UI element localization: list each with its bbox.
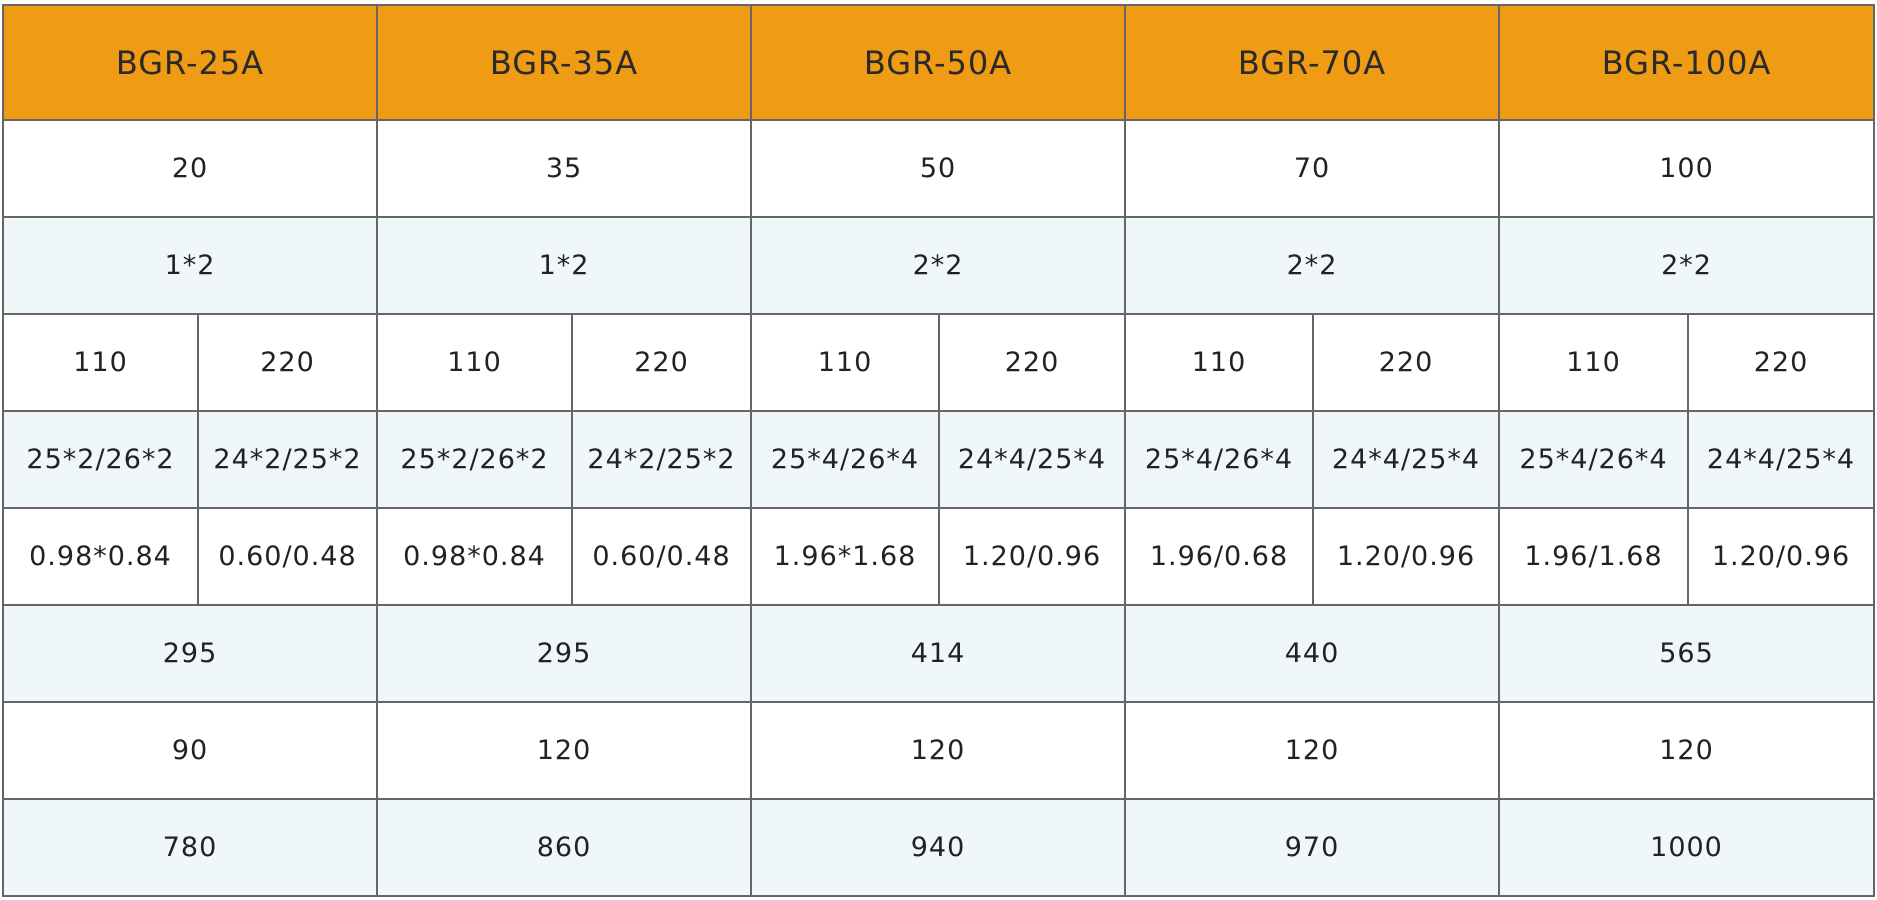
table-row: 20 35 50 70 100	[2, 119, 1876, 218]
table-cell: 100	[1497, 119, 1876, 218]
header-cell: BGR-25A	[2, 4, 378, 121]
table-cell: 90	[2, 701, 378, 800]
table-cell: 860	[376, 798, 752, 897]
table-cell: 0.60/0.48	[571, 507, 752, 606]
table-cell: 50	[750, 119, 1126, 218]
table-cell: 120	[376, 701, 752, 800]
table-cell: 220	[938, 313, 1126, 412]
table-cell: 110	[1124, 313, 1314, 412]
table-cell: 0.98*0.84	[376, 507, 573, 606]
table-cell: 1.96/0.68	[1124, 507, 1314, 606]
table-cell: 780	[2, 798, 378, 897]
table-cell: 110	[2, 313, 199, 412]
table-row: 295 295 414 440 565	[2, 604, 1876, 703]
table-row: 110 220 110 220 110 220 110 220 110 220	[2, 313, 1876, 412]
table-cell: 120	[750, 701, 1126, 800]
spec-table: BGR-25A BGR-35A BGR-50A BGR-70A BGR-100A 20 3…	[2, 4, 1876, 897]
header-cell: BGR-100A	[1497, 4, 1876, 121]
table-cell: 295	[376, 604, 752, 703]
table-cell: 1.96/1.68	[1498, 507, 1689, 606]
header-cell: BGR-70A	[1124, 4, 1500, 121]
table-cell: 24*4/25*4	[1686, 410, 1876, 509]
table-cell: 440	[1124, 604, 1500, 703]
table-cell: 0.60/0.48	[197, 507, 378, 606]
table-cell: 2*2	[1497, 216, 1876, 315]
table-cell: 24*2/25*2	[197, 410, 378, 509]
table-cell: 220	[571, 313, 752, 412]
table-cell: 565	[1497, 604, 1876, 703]
table-cell: 220	[1312, 313, 1500, 412]
table-cell: 20	[2, 119, 378, 218]
table-row: 90 120 120 120 120	[2, 701, 1876, 800]
table-cell: 1*2	[2, 216, 378, 315]
table-cell: 2*2	[750, 216, 1126, 315]
table-cell: 220	[1686, 313, 1876, 412]
header-cell: BGR-50A	[750, 4, 1126, 121]
table-cell: 1.20/0.96	[1686, 507, 1876, 606]
table-cell: 414	[750, 604, 1126, 703]
table-cell: 120	[1497, 701, 1876, 800]
table-cell: 2*2	[1124, 216, 1500, 315]
table-cell: 120	[1124, 701, 1500, 800]
table-cell: 24*2/25*2	[571, 410, 752, 509]
table-cell: 25*4/26*4	[1124, 410, 1314, 509]
table-row: 0.98*0.84 0.60/0.48 0.98*0.84 0.60/0.48 1.96…	[2, 507, 1876, 606]
table-cell: 25*4/26*4	[750, 410, 940, 509]
table-cell: 0.98*0.84	[2, 507, 199, 606]
table-cell: 1.96*1.68	[750, 507, 940, 606]
table-cell: 295	[2, 604, 378, 703]
table-row: 780 860 940 970 1000	[2, 798, 1876, 897]
table-cell: 110	[750, 313, 940, 412]
header-row: BGR-25A BGR-35A BGR-50A BGR-70A BGR-100A	[2, 4, 1876, 121]
table-cell: 25*2/26*2	[376, 410, 573, 509]
table-cell: 110	[1498, 313, 1689, 412]
table-cell: 940	[750, 798, 1126, 897]
table-cell: 25*4/26*4	[1498, 410, 1689, 509]
table-cell: 1000	[1497, 798, 1876, 897]
table-cell: 24*4/25*4	[938, 410, 1126, 509]
table-cell: 1*2	[376, 216, 752, 315]
table-cell: 110	[376, 313, 573, 412]
table-cell: 35	[376, 119, 752, 218]
table-cell: 25*2/26*2	[2, 410, 199, 509]
header-cell: BGR-35A	[376, 4, 752, 121]
table-body: 20 35 50 70 100 1*2 1*2 2*2 2*2 2*2 110 220 110 220 11…	[2, 119, 1876, 897]
table-row: 1*2 1*2 2*2 2*2 2*2	[2, 216, 1876, 315]
table-row: 25*2/26*2 24*2/25*2 25*2/26*2 24*2/25*2 25*4…	[2, 410, 1876, 509]
table-cell: 1.20/0.96	[938, 507, 1126, 606]
table-cell: 1.20/0.96	[1312, 507, 1500, 606]
table-cell: 24*4/25*4	[1312, 410, 1500, 509]
table-cell: 70	[1124, 119, 1500, 218]
table-cell: 220	[197, 313, 378, 412]
table-cell: 970	[1124, 798, 1500, 897]
